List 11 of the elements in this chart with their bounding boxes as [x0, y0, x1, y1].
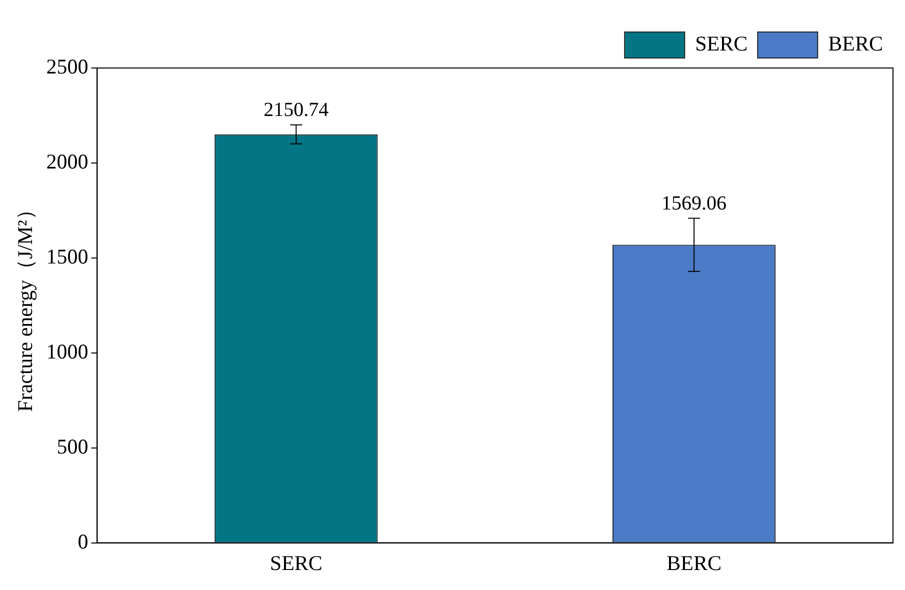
y-tick-label: 1500 [46, 244, 88, 268]
data-label: 1569.06 [662, 192, 727, 214]
y-tick-label: 2000 [46, 149, 88, 174]
y-axis-title: Fracture energy（J/M²） [13, 198, 38, 412]
y-tick-label: 2500 [46, 54, 88, 79]
legend-label: BERC [828, 32, 884, 56]
legend-label: SERC [695, 32, 748, 56]
y-tick-label: 0 [78, 529, 88, 554]
y-tick-label: 1000 [46, 339, 88, 364]
data-label: 2150.74 [264, 99, 329, 122]
y-tick-label: 500 [56, 434, 88, 458]
